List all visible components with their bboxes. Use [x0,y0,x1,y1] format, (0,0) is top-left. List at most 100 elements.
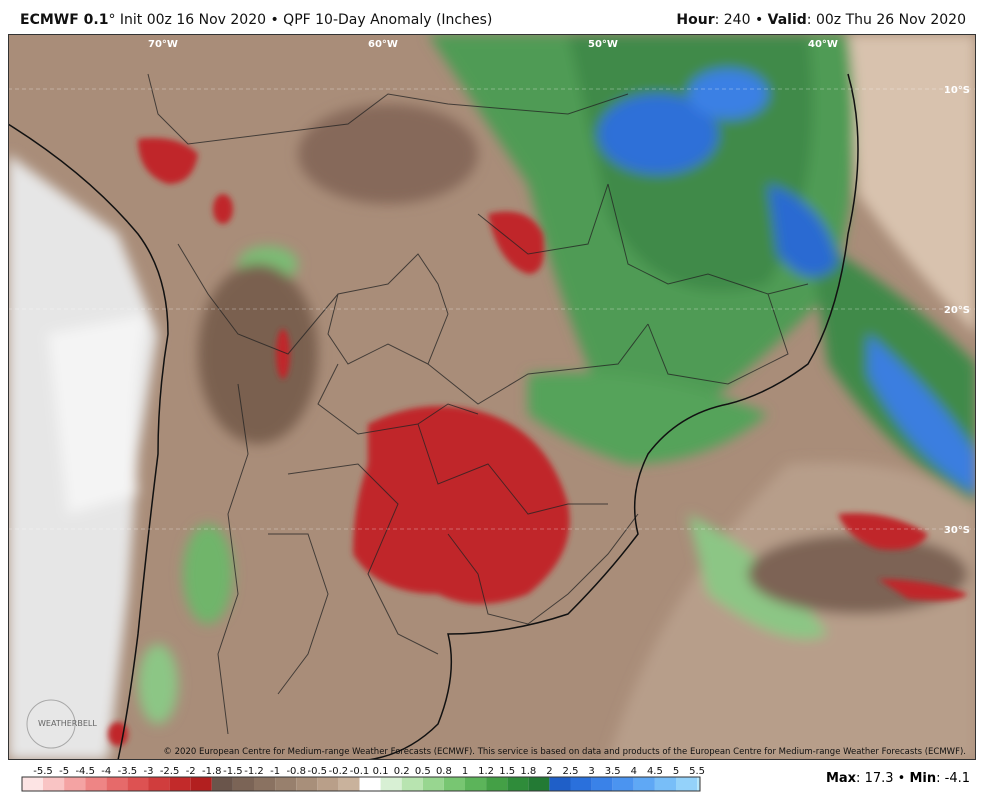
min-label: Min [909,771,937,786]
color-swatch [64,777,86,791]
colorbar-label: -2 [186,766,196,777]
colorbar-label: 1.8 [520,766,536,777]
lon-label: 40°W [808,39,838,50]
color-swatch [43,777,65,791]
color-swatch [317,777,339,791]
valid-value: : 00z Thu 26 Nov 2020 [806,12,966,28]
color-swatch [654,777,676,791]
title-text: ° Init 00z 16 Nov 2020 • QPF 10-Day Anom… [108,12,493,28]
lon-label: 60°W [368,39,398,50]
lat-label: 20°S [944,305,970,316]
colorbar-label: 4 [631,766,637,777]
colorbar-label: -4 [101,766,111,777]
colorbar-label: 3 [588,766,594,777]
lon-label: 70°W [148,39,178,50]
hour-value: : 240 • [714,12,768,28]
color-swatch [549,777,571,791]
lon-label: 50°W [588,39,618,50]
color-swatch [507,777,529,791]
color-swatch [106,777,128,791]
color-swatch [591,777,613,791]
colorbar-label: 2 [546,766,552,777]
colorbar-label: -5 [59,766,69,777]
colorbar-label: -0.2 [329,766,349,777]
colorbar-label: -3.5 [118,766,138,777]
colorbar-label: 5 [673,766,679,777]
color-swatch [275,777,297,791]
colorbar-label: -0.5 [308,766,328,777]
model-name: ECMWF 0.1 [20,12,109,28]
colorbar: -5.5 -5 -4.5 -4 -3.5 -3 -2.5 -2 -1.8 -1.5 -1.2 -1 -0… [21,766,705,792]
colorbar-label: -4.5 [75,766,95,777]
copyright: © 2020 European Centre for Medium-range … [163,747,966,757]
stats-separator: • [893,771,910,786]
valid-info: Hour: 240 • Valid: 00z Thu 26 Nov 2020 [676,12,966,28]
colorbar-label: 2.5 [563,766,579,777]
colorbar-label: 1.5 [499,766,515,777]
color-swatch [254,777,276,791]
coastline [8,73,859,760]
color-swatch [22,777,43,791]
color-swatch [676,777,698,791]
color-swatch [232,777,254,791]
color-swatch [465,777,487,791]
color-swatch [422,777,444,791]
valid-label: Valid [767,12,807,28]
logo: WEATHERBELL [26,699,97,749]
colorbar-frame [21,776,701,792]
color-swatch [338,777,360,791]
colorbar-label: -1.8 [202,766,222,777]
max-value: 17.3 [864,771,894,786]
colorbar-label: 3.5 [605,766,621,777]
colorbar-label: -2.5 [160,766,180,777]
lat-label: 10°S [944,85,970,96]
color-swatch [443,777,465,791]
min-value: -4.1 [944,771,970,786]
colorbar-label: 0.2 [394,766,410,777]
color-swatch [528,777,550,791]
color-swatch [296,777,318,791]
graticule-labels: 70°W 60°W 50°W 40°W 10°S 20°S 30°S [148,39,970,536]
color-swatch [697,777,700,791]
dry-anomaly [108,138,968,746]
color-swatch [190,777,212,791]
field-shapes [8,34,976,760]
colorbar-label: -1.5 [223,766,243,777]
color-swatch [85,777,107,791]
colorbar-label: -5.5 [33,766,53,777]
colorbar-label: 1.2 [478,766,494,777]
color-swatch [211,777,233,791]
colorbar-label: -0.1 [350,766,370,777]
colorbar-label: 0.1 [373,766,389,777]
borders [147,73,809,735]
hour-label: Hour [676,12,715,28]
map: 70°W 60°W 50°W 40°W 10°S 20°S 30°S WEATHERBELL… [8,34,976,760]
colorbar-label: 0.5 [415,766,431,777]
lat-label: 30°S [944,525,970,536]
logo-text: WEATHERBELL [38,719,97,728]
colorbar-label: -0.8 [286,766,306,777]
colorbar-label: 4.5 [647,766,663,777]
colorbar-label: -1 [270,766,280,777]
color-swatch [359,777,381,791]
color-swatch [486,777,508,791]
title: ECMWF 0.1° Init 00z 16 Nov 2020 • QPF 10… [20,12,492,28]
color-swatch [401,777,423,791]
colorbar-label: -3 [144,766,154,777]
map-frame [8,34,976,760]
max-label: Max [825,771,857,786]
color-swatch [612,777,634,791]
colorbar-label: 0.8 [436,766,452,777]
colorbar-label: 1 [462,766,468,777]
color-swatch [633,777,655,791]
color-swatch [169,777,191,791]
color-swatch [570,777,592,791]
colorbar-label: -1.2 [244,766,264,777]
stats: Max: 17.3 • Min: -4.1 [825,771,970,786]
color-swatch [127,777,149,791]
graticule [8,88,976,530]
anomaly-field [8,34,976,760]
colorbar-label: 5.5 [689,766,705,777]
color-swatch [380,777,402,791]
